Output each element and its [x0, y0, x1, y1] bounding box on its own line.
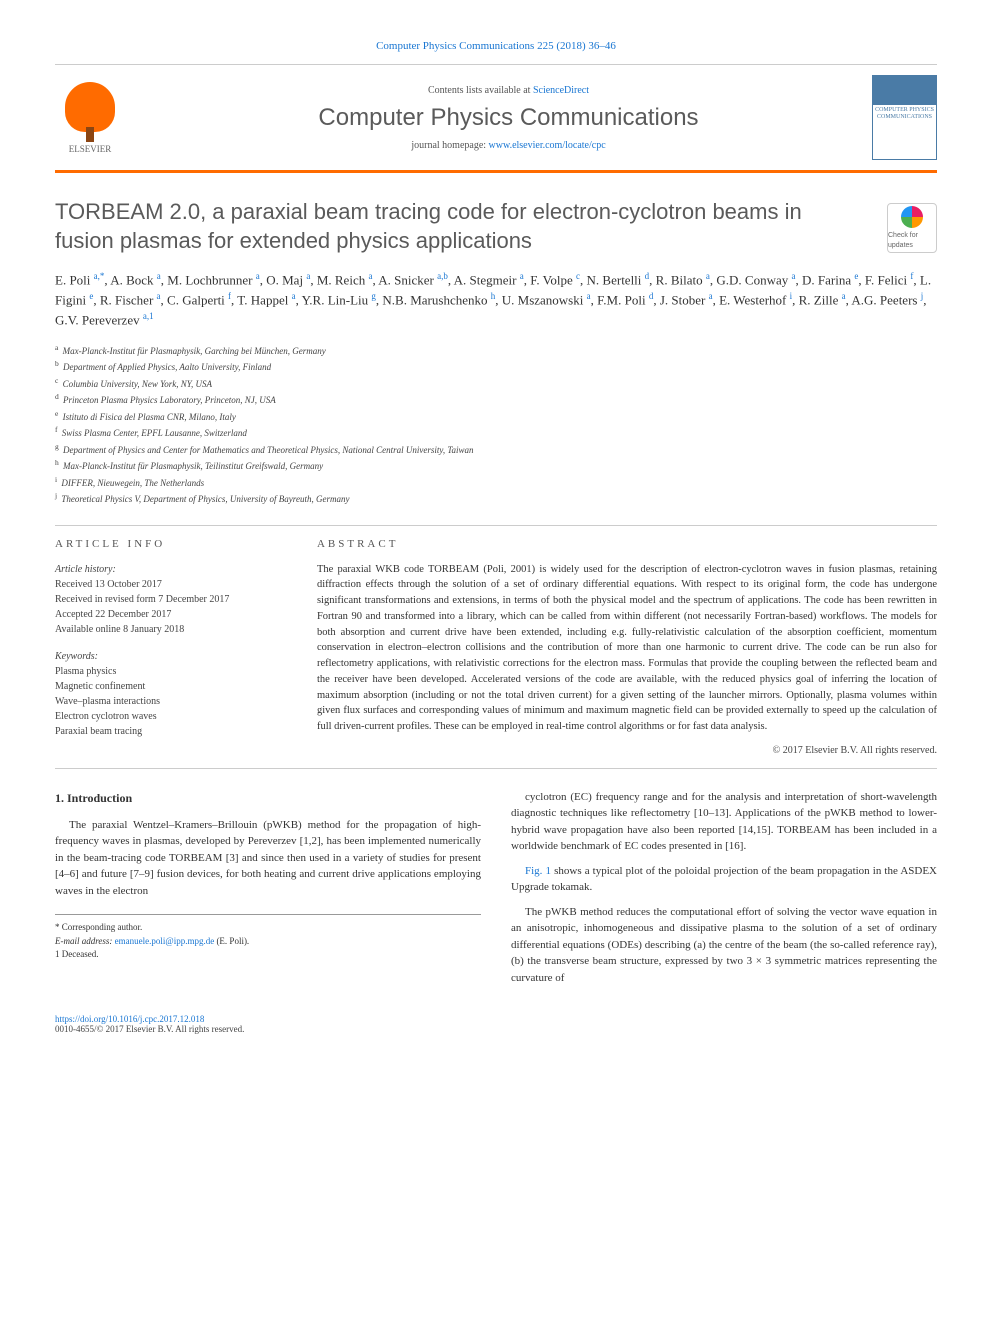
homepage-link[interactable]: www.elsevier.com/locate/cpc [489, 140, 606, 151]
history-item: Received in revised form 7 December 2017 [55, 592, 287, 607]
affiliation-item: d Princeton Plasma Physics Laboratory, P… [55, 391, 937, 408]
affiliation-item: j Theoretical Physics V, Department of P… [55, 490, 937, 507]
affiliation-item: c Columbia University, New York, NY, USA [55, 375, 937, 392]
check-updates-icon [901, 206, 923, 228]
doi-link[interactable]: https://doi.org/10.1016/j.cpc.2017.12.01… [55, 1014, 204, 1024]
affiliation-item: e Istituto di Fisica del Plasma CNR, Mil… [55, 408, 937, 425]
sciencedirect-link[interactable]: ScienceDirect [533, 85, 589, 96]
journal-cover-thumbnail: COMPUTER PHYSICS COMMUNICATIONS [872, 75, 937, 160]
history-item: Received 13 October 2017 [55, 577, 287, 592]
issn-copyright: 0010-4655/© 2017 Elsevier B.V. All right… [55, 1024, 937, 1034]
elsevier-tree-icon [65, 82, 115, 132]
affiliation-item: b Department of Applied Physics, Aalto U… [55, 358, 937, 375]
intro-paragraph-3: Fig. 1 shows a typical plot of the poloi… [511, 863, 937, 896]
fig1-link[interactable]: Fig. 1 [525, 865, 551, 877]
affiliation-item: a Max-Planck-Institut für Plasmaphysik, … [55, 342, 937, 359]
elsevier-logo: ELSEVIER [55, 78, 125, 158]
intro-paragraph-2: cyclotron (EC) frequency range and for t… [511, 789, 937, 855]
deceased-note: 1 Deceased. [55, 948, 481, 962]
email-author-suffix: (E. Poli). [216, 936, 249, 946]
affiliation-item: f Swiss Plasma Center, EPFL Lausanne, Sw… [55, 424, 937, 441]
page-footer: https://doi.org/10.1016/j.cpc.2017.12.01… [55, 1014, 937, 1034]
abstract-label: ABSTRACT [317, 538, 937, 550]
homepage-line: journal homepage: www.elsevier.com/locat… [145, 140, 872, 151]
contents-prefix: Contents lists available at [428, 85, 533, 96]
keywords-title: Keywords: [55, 649, 287, 664]
affiliations-list: a Max-Planck-Institut für Plasmaphysik, … [55, 342, 937, 507]
abstract-copyright: © 2017 Elsevier B.V. All rights reserved… [317, 745, 937, 756]
article-info-label: ARTICLE INFO [55, 538, 287, 550]
article-title-text: TORBEAM 2.0, a paraxial beam tracing cod… [55, 199, 802, 253]
affiliation-item: h Max-Planck-Institut für Plasmaphysik, … [55, 457, 937, 474]
keyword-item: Plasma physics [55, 664, 287, 679]
journal-banner: ELSEVIER Contents lists available at Sci… [55, 64, 937, 173]
author-list: E. Poli a,*, A. Bock a, M. Lochbrunner a… [55, 270, 937, 329]
email-label: E-mail address: [55, 936, 112, 946]
footnotes: * Corresponding author. E-mail address: … [55, 914, 481, 962]
check-updates-badge[interactable]: Check for updates [887, 203, 937, 253]
cover-text: COMPUTER PHYSICS COMMUNICATIONS [873, 105, 936, 123]
author-email-link[interactable]: emanuele.poli@ipp.mpg.de [115, 936, 215, 946]
intro-paragraph-1: The paraxial Wentzel–Kramers–Brillouin (… [55, 817, 481, 900]
section-1-heading: 1. Introduction [55, 789, 481, 807]
keyword-item: Paraxial beam tracing [55, 724, 287, 739]
history-item: Accepted 22 December 2017 [55, 607, 287, 622]
journal-title: Computer Physics Communications [145, 104, 872, 132]
keyword-item: Electron cyclotron waves [55, 709, 287, 724]
corresponding-author-note: * Corresponding author. [55, 921, 481, 935]
article-title: TORBEAM 2.0, a paraxial beam tracing cod… [55, 198, 937, 255]
keyword-item: Magnetic confinement [55, 679, 287, 694]
header-citation[interactable]: Computer Physics Communications 225 (201… [55, 40, 937, 52]
contents-list-line: Contents lists available at ScienceDirec… [145, 85, 872, 96]
keyword-item: Wave–plasma interactions [55, 694, 287, 709]
publisher-label: ELSEVIER [69, 144, 112, 154]
intro-paragraph-4: The pWKB method reduces the computationa… [511, 904, 937, 987]
affiliation-item: i DIFFER, Nieuwegein, The Netherlands [55, 474, 937, 491]
check-updates-label: Check for updates [888, 231, 936, 249]
history-item: Available online 8 January 2018 [55, 622, 287, 637]
abstract-text: The paraxial WKB code TORBEAM (Poli, 200… [317, 562, 937, 735]
history-title: Article history: [55, 562, 287, 577]
homepage-prefix: journal homepage: [411, 140, 488, 151]
fig1-sentence: shows a typical plot of the poloidal pro… [511, 865, 937, 894]
affiliation-item: g Department of Physics and Center for M… [55, 441, 937, 458]
